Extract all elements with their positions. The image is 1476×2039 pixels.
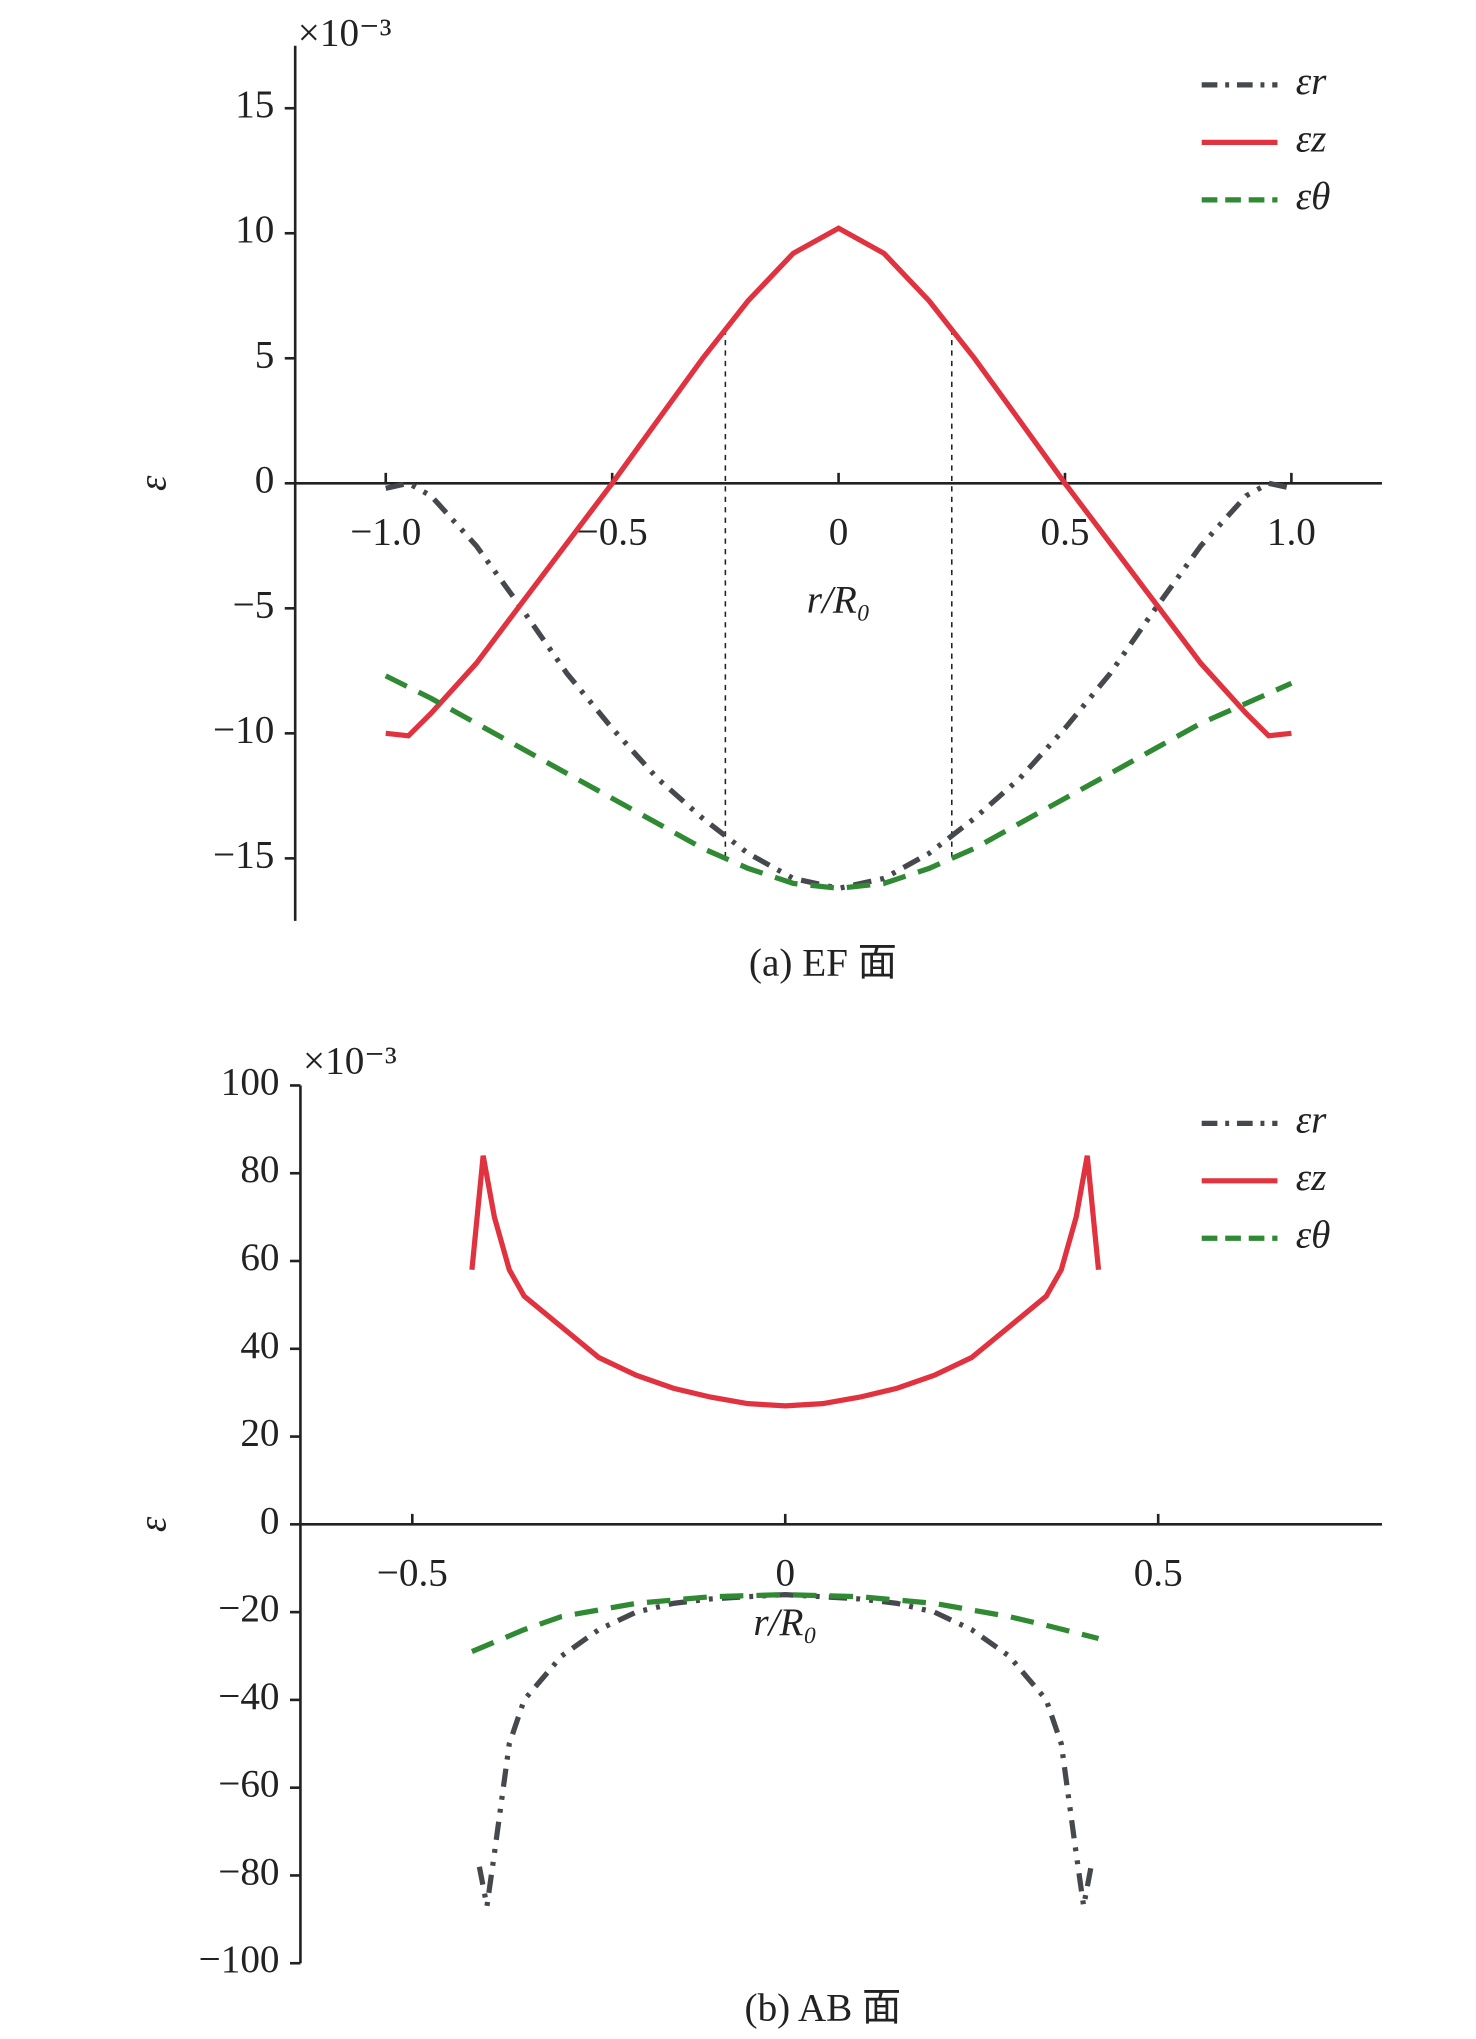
x-tick-label: 0 <box>829 511 849 554</box>
y-tick-label: 5 <box>255 333 275 376</box>
y-tick-label: −60 <box>218 1763 279 1806</box>
y-tick-label: 0 <box>255 458 275 501</box>
y-multiplier: ×10⁻³ <box>303 1040 397 1083</box>
series-line <box>384 673 1293 891</box>
y-tick-label: 15 <box>235 83 274 126</box>
caption: (a) EF 面 <box>749 942 897 985</box>
legend-label: εz <box>1296 117 1327 160</box>
y-tick-label: 0 <box>260 1499 280 1542</box>
y-tick-label: 60 <box>240 1236 279 1279</box>
y-tick-label: 10 <box>235 208 274 251</box>
series-line <box>469 1155 1102 1409</box>
y-axis-label: ε <box>132 475 175 491</box>
y-axis-label: ε <box>132 1516 175 1532</box>
legend-label: εr <box>1296 60 1327 103</box>
x-tick-label: 0.5 <box>1040 511 1089 554</box>
legend-label: εθ <box>1296 175 1331 218</box>
x-axis-label: r/R₀ <box>807 578 871 621</box>
x-tick-label: 0 <box>775 1552 795 1595</box>
x-tick-label: 0.5 <box>1134 1552 1183 1595</box>
y-tick-label: 20 <box>240 1412 279 1455</box>
x-tick-label: −1.0 <box>350 511 421 554</box>
caption: (b) AB 面 <box>745 1987 902 2030</box>
series-line <box>476 1592 1094 1907</box>
series-line <box>470 1592 1100 1654</box>
legend-label: εz <box>1296 1156 1327 1199</box>
y-multiplier: ×10⁻³ <box>298 12 392 55</box>
y-tick-label: 40 <box>240 1324 279 1367</box>
series-line <box>385 225 1292 739</box>
x-tick-label: −0.5 <box>377 1552 448 1595</box>
y-tick-label: −40 <box>218 1675 279 1718</box>
legend-label: εθ <box>1296 1213 1331 1256</box>
x-axis-label: r/R₀ <box>753 1601 817 1644</box>
legend-label: εr <box>1296 1098 1327 1141</box>
y-tick-label: −15 <box>213 833 274 876</box>
series-line <box>385 480 1292 892</box>
y-tick-label: −20 <box>218 1587 279 1630</box>
x-tick-label: 1.0 <box>1267 511 1316 554</box>
y-tick-label: −100 <box>199 1938 280 1981</box>
y-tick-label: 80 <box>240 1148 279 1191</box>
y-tick-label: −80 <box>218 1850 279 1893</box>
y-tick-label: −5 <box>233 583 275 626</box>
y-tick-label: −10 <box>213 708 274 751</box>
y-tick-label: 100 <box>221 1060 280 1103</box>
